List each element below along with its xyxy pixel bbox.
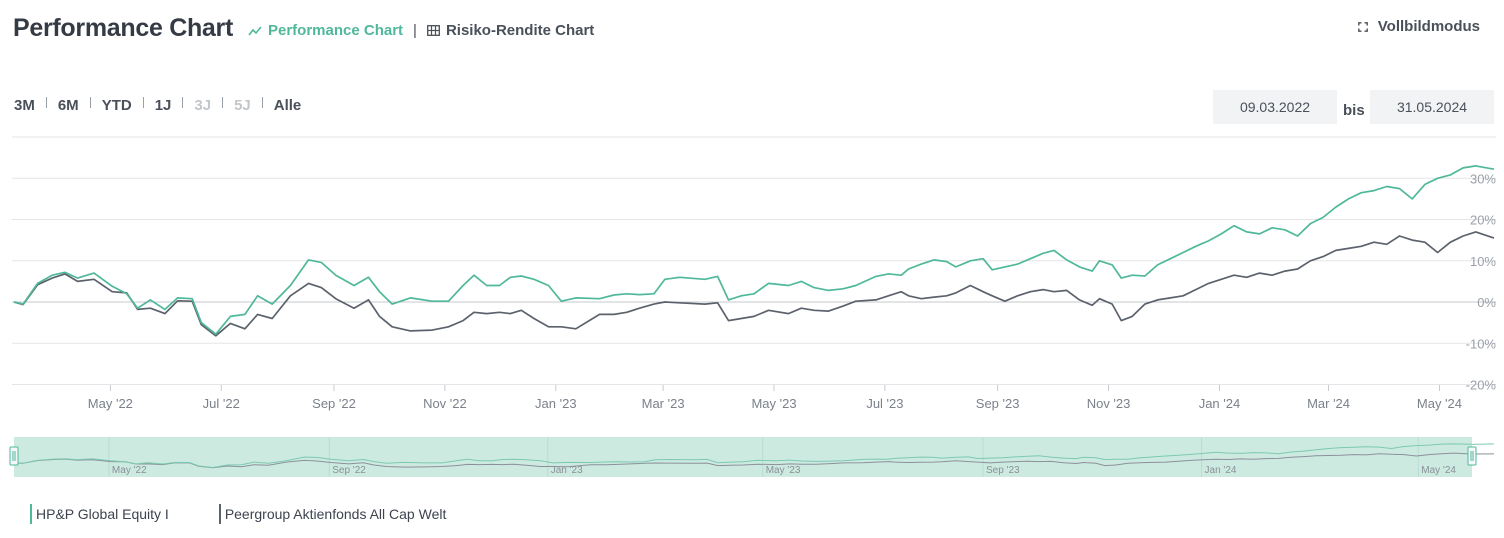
legend-label-peergroup: Peergroup Aktienfonds All Cap Welt xyxy=(224,506,447,522)
x-tick-label: Jan '23 xyxy=(535,396,577,411)
y-tick-label: 30% xyxy=(1470,171,1496,186)
x-tick-label: May '23 xyxy=(751,396,796,411)
navigator-line-fund xyxy=(13,443,1473,469)
tab-performance-chart-label: Performance Chart xyxy=(268,22,404,39)
fullscreen-icon xyxy=(1357,21,1368,32)
legend-label-fund: HP&P Global Equity I xyxy=(36,506,169,522)
y-tick-label: 20% xyxy=(1470,213,1496,228)
range-selector: 3M 6M YTD 1J 3J 5J Alle xyxy=(14,97,301,114)
fullscreen-label: Vollbildmodus xyxy=(1377,18,1480,35)
y-tick-label: 0% xyxy=(1477,295,1496,310)
legend-swatch-peergroup xyxy=(218,504,221,524)
range-button-3j: 3J xyxy=(194,97,212,114)
range-separator xyxy=(45,97,47,108)
x-tick-label: Nov '22 xyxy=(423,396,467,411)
range-separator xyxy=(142,97,144,108)
table-icon xyxy=(427,25,440,36)
range-separator xyxy=(222,97,224,108)
y-tick-label: -10% xyxy=(1466,336,1497,351)
date-to-input[interactable]: 31.05.2024 xyxy=(1370,90,1494,124)
x-tick-label: Mar '23 xyxy=(642,396,685,411)
navigator-window[interactable] xyxy=(14,437,1472,477)
series-line-fund[interactable] xyxy=(13,165,1495,336)
navigator-handle-left[interactable] xyxy=(9,446,19,466)
x-tick-label: Jul '23 xyxy=(866,396,903,411)
legend-item-peergroup[interactable]: Peergroup Aktienfonds All Cap Welt xyxy=(218,504,447,524)
range-button-alle[interactable]: Alle xyxy=(273,97,302,114)
x-tick-label: May '24 xyxy=(1417,396,1462,411)
view-toggle: Performance Chart | Risiko-Rendite Chart xyxy=(248,22,594,39)
legend-swatch-fund xyxy=(30,504,32,524)
x-tick-label: Mar '24 xyxy=(1307,396,1350,411)
x-tick-label: Jan '24 xyxy=(1199,396,1241,411)
navigator-line-peergroup xyxy=(13,452,1473,469)
x-tick-label: May '22 xyxy=(88,396,133,411)
navigator-handle-right[interactable] xyxy=(1467,446,1477,466)
navigator-tick-label: May '24 xyxy=(1421,465,1456,476)
tab-risk-return-chart-label: Risiko-Rendite Chart xyxy=(445,22,595,39)
tab-separator: | xyxy=(413,22,417,39)
date-from-input[interactable]: 09.03.2022 xyxy=(1213,90,1337,124)
range-button-1j[interactable]: 1J xyxy=(154,97,172,114)
range-button-5j: 5J xyxy=(234,97,251,114)
range-button-ytd[interactable]: YTD xyxy=(101,97,132,114)
navigator-tick-label: May '23 xyxy=(766,465,801,476)
navigator-tick-label: Jan '24 xyxy=(1205,465,1237,476)
x-tick-label: Sep '23 xyxy=(976,396,1020,411)
range-separator xyxy=(261,97,263,108)
date-separator-label: bis xyxy=(1343,102,1365,119)
range-separator xyxy=(89,97,91,108)
x-tick-label: Sep '22 xyxy=(312,396,356,411)
navigator-tick-label: Sep '23 xyxy=(986,465,1020,476)
x-tick-label: Jul '22 xyxy=(203,396,240,411)
line-chart-icon xyxy=(248,25,262,35)
range-button-3m[interactable]: 3M xyxy=(14,97,35,114)
navigator-tick-label: Sep '22 xyxy=(332,465,366,476)
fullscreen-button[interactable]: Vollbildmodus xyxy=(1357,18,1480,35)
page-title: Performance Chart xyxy=(13,14,233,42)
navigator-tick-label: Jan '23 xyxy=(551,465,583,476)
tab-performance-chart[interactable]: Performance Chart xyxy=(248,22,403,39)
series-line-peergroup[interactable] xyxy=(13,231,1495,337)
y-tick-label: 10% xyxy=(1470,254,1496,269)
legend-item-fund[interactable]: HP&P Global Equity I xyxy=(30,504,169,524)
tab-risk-return-chart[interactable]: Risiko-Rendite Chart xyxy=(427,22,594,39)
y-tick-label: -20% xyxy=(1466,378,1497,393)
chart-legend: HP&P Global Equity I Peergroup Aktienfon… xyxy=(30,504,446,524)
x-tick-label: Nov '23 xyxy=(1087,396,1131,411)
navigator-tick-label: May '22 xyxy=(112,465,147,476)
range-button-6m[interactable]: 6M xyxy=(57,97,79,114)
range-separator xyxy=(182,97,184,108)
